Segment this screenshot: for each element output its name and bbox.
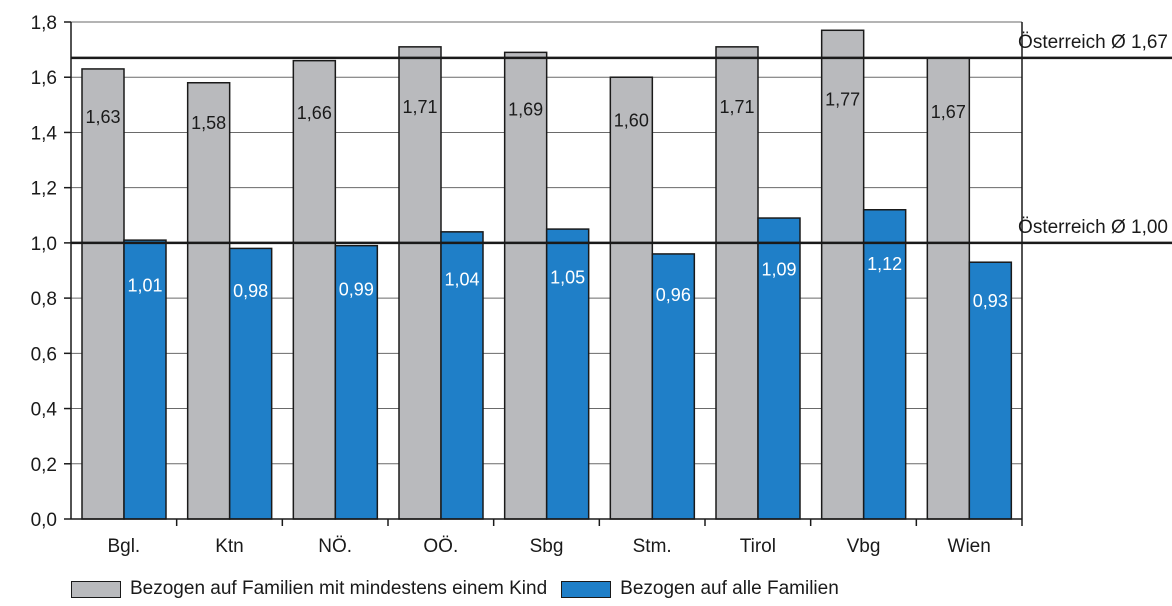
bar-with-child xyxy=(81,68,125,520)
bar-chart: 1,63 1,01 1,58 0,98 1,66 0,99 1,71 1,04 1,69 1,05… xyxy=(31,13,1172,557)
data-label: 1,60 xyxy=(614,111,649,131)
y-tick-label: 0,2 xyxy=(31,455,57,476)
data-label: 1,58 xyxy=(191,113,226,133)
y-tick-label: 0,8 xyxy=(31,289,57,310)
data-label: 1,05 xyxy=(550,267,585,287)
bar-with-child xyxy=(503,51,548,520)
bar-all-families xyxy=(123,239,167,520)
data-label: 0,93 xyxy=(973,291,1008,311)
x-tick-label: Stm. xyxy=(633,536,672,557)
data-label: 1,66 xyxy=(297,103,332,123)
axes: 0,0 0,2 0,4 0,6 0,8 1,0 1,2 1,4 1,6 1,8 Bgl. Ktn NÖ.… xyxy=(31,13,1023,557)
data-label: 1,71 xyxy=(719,97,754,117)
y-tick-label: 1,4 xyxy=(31,123,58,144)
x-tick-label: Tirol xyxy=(740,536,776,557)
x-tick-label: Wien xyxy=(948,536,991,557)
bar-with-child xyxy=(292,59,337,520)
x-tick-label: Vbg xyxy=(847,536,881,557)
data-label: 1,69 xyxy=(508,99,543,119)
data-label: 1,09 xyxy=(761,260,796,280)
data-label: 0,96 xyxy=(656,285,691,305)
data-label: 1,04 xyxy=(444,269,479,289)
data-label: 1,12 xyxy=(867,254,902,274)
bar-with-child xyxy=(820,29,865,520)
legend: Bezogen auf Familien mit mindestens eine… xyxy=(71,578,853,600)
legend-swatch-gray xyxy=(71,580,121,598)
data-label: 1,67 xyxy=(931,102,966,122)
legend-label: Bezogen auf Familien mit mindestens eine… xyxy=(130,578,548,599)
y-tick-label: 0,0 xyxy=(31,510,57,531)
y-tick-label: 0,4 xyxy=(31,400,58,421)
bar-all-families xyxy=(757,217,801,520)
reference-line-label: Österreich Ø 1,67 xyxy=(1018,32,1168,53)
x-tick-label: NÖ. xyxy=(318,536,352,557)
data-label: 0,98 xyxy=(233,281,268,301)
data-label: 1,77 xyxy=(825,89,860,109)
y-tick-label: 1,2 xyxy=(31,179,57,200)
legend-item-all-families: Bezogen auf alle Familien xyxy=(561,578,839,600)
legend-swatch-blue xyxy=(561,580,612,598)
bar-with-child xyxy=(715,46,759,520)
bar-with-child xyxy=(186,81,231,520)
legend-label: Bezogen auf alle Familien xyxy=(620,578,839,599)
x-tick-label: Bgl. xyxy=(107,536,140,557)
y-tick-label: 1,6 xyxy=(31,68,57,89)
y-tick-label: 1,8 xyxy=(31,13,57,34)
data-label: 1,01 xyxy=(127,275,162,295)
data-label: 1,63 xyxy=(85,107,120,127)
bar-with-child xyxy=(609,76,654,520)
x-tick-label: Ktn xyxy=(215,536,244,557)
bars: 1,63 1,01 1,58 0,98 1,66 0,99 1,71 1,04 1,69 1,05… xyxy=(81,29,1013,520)
bar-all-families xyxy=(862,209,907,520)
bar-with-child xyxy=(398,46,442,520)
y-tick-label: 1,0 xyxy=(31,234,57,255)
x-tick-label: Sbg xyxy=(530,536,564,557)
bar-all-families xyxy=(651,253,696,520)
x-tick-label: OÖ. xyxy=(423,536,458,557)
y-tick-label: 0,6 xyxy=(31,344,57,365)
bar-with-child xyxy=(926,57,971,520)
legend-item-with-child: Bezogen auf Familien mit mindestens eine… xyxy=(71,578,547,600)
reference-line-label: Österreich Ø 1,00 xyxy=(1018,217,1168,238)
reference-lines: Österreich Ø 1,67 Österreich Ø 1,00 xyxy=(71,32,1172,245)
data-label: 1,71 xyxy=(402,97,437,117)
data-label: 0,99 xyxy=(339,279,374,299)
